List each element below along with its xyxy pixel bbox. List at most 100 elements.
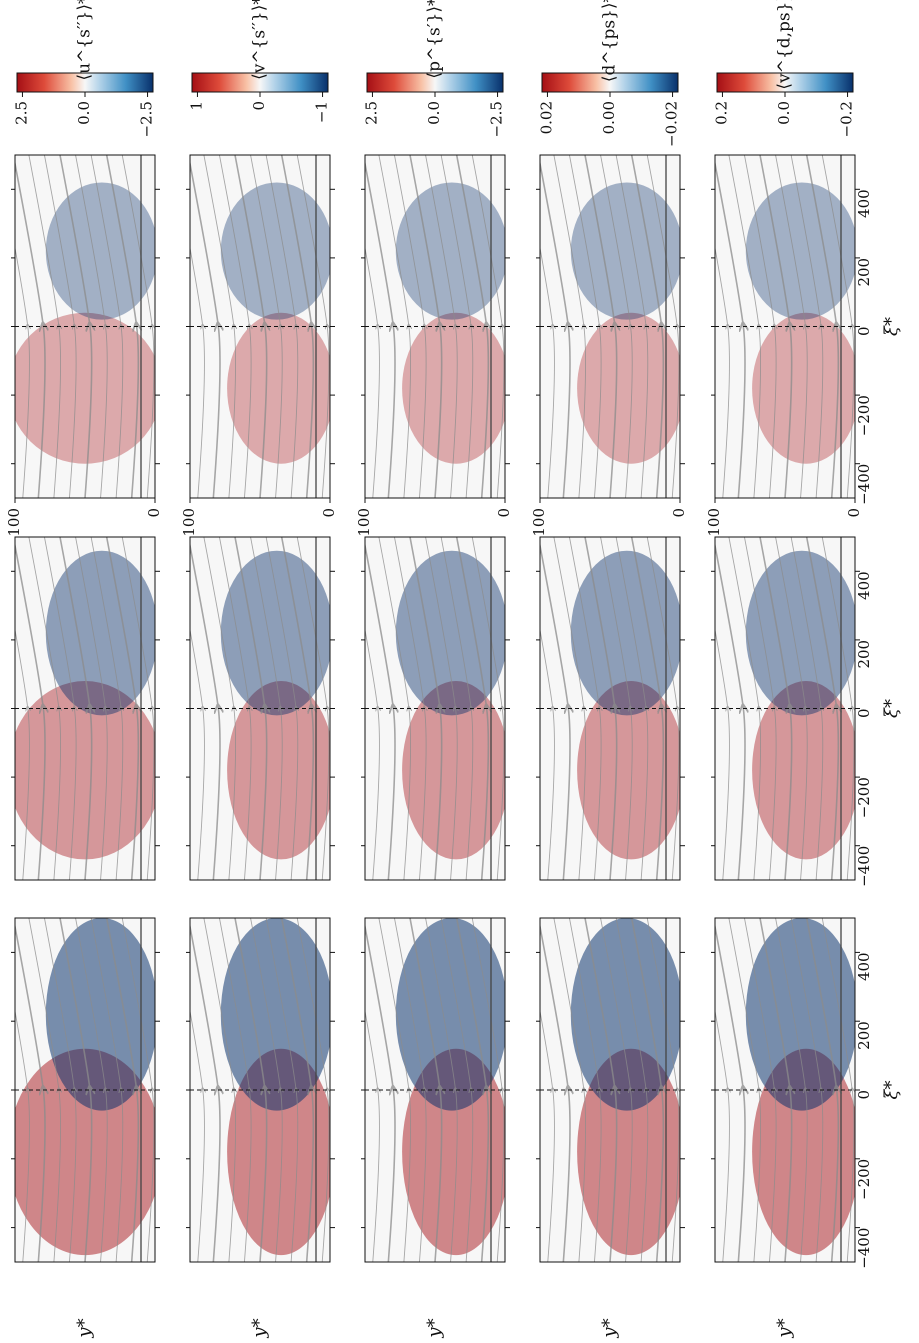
streamline (540, 627, 555, 880)
x-tick-label: −200 (855, 395, 873, 436)
colorbar-tick-label: −0.2 (838, 101, 856, 137)
streamline (296, 537, 329, 880)
streamline (425, 918, 458, 1262)
panel-5-3: −400 −200 0 200 400 ξ* (711, 917, 902, 1269)
panel-1-3 (11, 917, 160, 1263)
y-tick-label: 100 (355, 508, 373, 537)
field-positive-lobe (577, 681, 680, 860)
field-negative-lobe (220, 918, 330, 1111)
streamline (15, 245, 29, 498)
panel-3-2 (361, 536, 510, 881)
y-axis-label: y* (424, 1318, 445, 1338)
colorbar-tick-label: 0 (250, 101, 268, 111)
field-negative-lobe (570, 182, 680, 320)
streamline (365, 627, 380, 880)
streamline (471, 918, 504, 1262)
streamline (821, 155, 854, 498)
y-tick-label: 100 (530, 508, 548, 537)
colorbar-tick-label: 0.2 (712, 101, 730, 125)
x-tick-label: 400 (855, 952, 873, 981)
y-tick-label: 0 (845, 508, 863, 518)
streamline (715, 245, 730, 498)
streamline (775, 537, 808, 880)
y-tick-label: 0 (495, 508, 513, 518)
x-tick-label: 400 (855, 189, 873, 218)
panel-4-3 (536, 917, 685, 1263)
field-negative-lobe (395, 550, 505, 716)
streamline (234, 155, 267, 498)
streamline (365, 1008, 380, 1262)
streamline (471, 155, 504, 498)
panel-2-1: 0 100 y* (180, 154, 338, 1339)
x-tick-label: 200 (855, 640, 873, 669)
field-negative-lobe (395, 182, 505, 320)
x-axis-label: ξ* (881, 317, 902, 336)
colorbar-4: 0.02 0.00 −0.02 ⟨d^{ps}⟩* (537, 0, 680, 147)
field-positive-lobe (227, 312, 330, 464)
y-tick-label: 100 (5, 508, 23, 537)
x-tick-label: −400 (855, 1228, 873, 1269)
colorbar-label: ⟨v^{d,ps}⟩* (775, 0, 795, 90)
streamline (296, 918, 329, 1262)
x-tick-label: 400 (855, 571, 873, 600)
colorbar-tick-label: −2.5 (138, 101, 156, 137)
streamline (59, 918, 92, 1262)
streamline (121, 918, 154, 1262)
y-axis-label: y* (599, 1318, 620, 1338)
field-negative-lobe (745, 182, 855, 320)
streamline (250, 155, 283, 498)
y-tick-label: 0 (320, 508, 338, 518)
field-negative-lobe (220, 182, 330, 320)
colorbar-1: 2.5 0.0 −2.5 ⟨u^{s′′}⟩* (12, 0, 155, 137)
streamline (600, 155, 633, 498)
colorbar-5: 0.2 0.0 −0.2 ⟨v^{d,ps}⟩* (712, 0, 855, 137)
streamline (821, 918, 854, 1262)
panel-3-3 (361, 917, 510, 1263)
streamline (646, 918, 679, 1262)
streamline (775, 918, 808, 1262)
x-tick-label: 0 (855, 1090, 873, 1100)
field-negative-lobe (45, 918, 155, 1111)
x-tick-label: −200 (855, 777, 873, 818)
streamline (600, 537, 633, 880)
x-tick-label: −400 (855, 846, 873, 887)
streamline (409, 155, 442, 498)
x-tick-label: −200 (855, 1159, 873, 1200)
field-positive-lobe (752, 312, 855, 464)
panel-3-1: 0 100 y* (355, 154, 513, 1339)
streamline (540, 245, 555, 498)
streamline (540, 1008, 555, 1262)
x-axis-label: ξ* (881, 1081, 902, 1100)
field-positive-lobe (402, 681, 505, 860)
x-tick-label: −400 (855, 464, 873, 505)
panel-4-2 (536, 536, 685, 881)
field-negative-lobe (745, 918, 855, 1111)
y-tick-label: 100 (705, 508, 723, 537)
y-tick-label: 0 (145, 508, 163, 518)
panel-2-2 (186, 536, 335, 881)
streamline (759, 537, 792, 880)
y-axis-label: y* (74, 1318, 95, 1338)
streamline (425, 155, 458, 498)
field-negative-lobe (570, 550, 680, 716)
colorbar-tick-label: 2.5 (12, 101, 30, 125)
streamline (365, 245, 380, 498)
y-axis-label: y* (249, 1318, 270, 1338)
field-positive-lobe (577, 312, 680, 464)
streamline (600, 918, 633, 1262)
streamline (646, 537, 679, 880)
streamline (471, 537, 504, 880)
streamline (584, 155, 617, 498)
field-negative-lobe (395, 918, 505, 1111)
streamline (190, 1008, 205, 1262)
field-positive-lobe (15, 681, 155, 860)
streamline (715, 1008, 730, 1262)
panel-4-1: 0 100 y* (530, 154, 688, 1339)
colorbar-2: 1 0 −1 ⟨v^{s′′}⟩* (187, 0, 330, 123)
x-tick-label: 0 (855, 327, 873, 337)
x-tick-label: 0 (855, 709, 873, 719)
panel-1-1: 0 100 y* (5, 154, 163, 1339)
streamline (775, 155, 808, 498)
field-positive-lobe (227, 681, 330, 860)
